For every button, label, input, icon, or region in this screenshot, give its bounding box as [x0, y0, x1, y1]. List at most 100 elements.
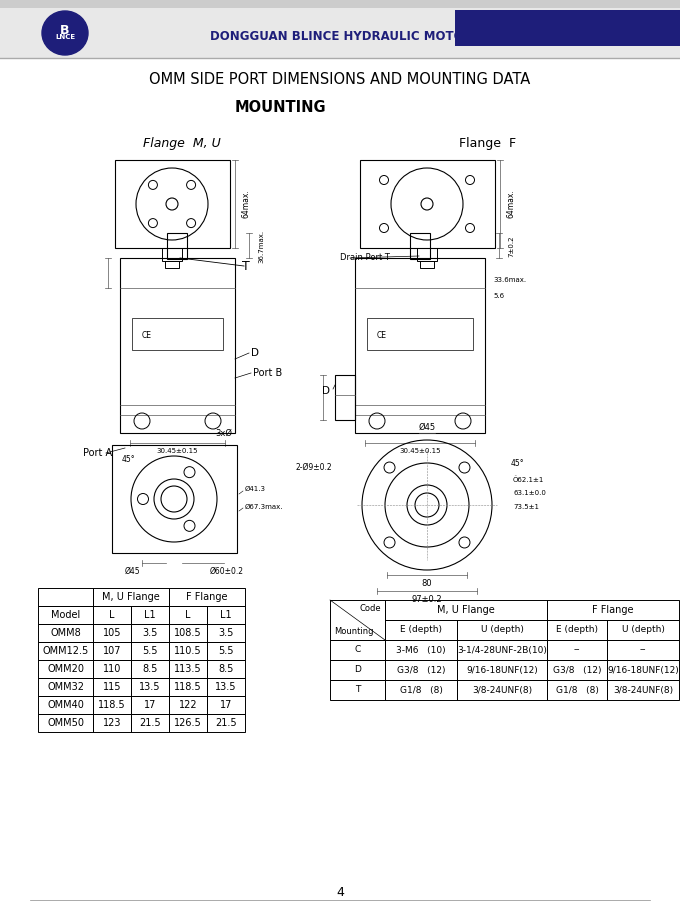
Text: D: D — [251, 348, 259, 358]
Bar — [207, 696, 245, 714]
Text: E (depth): E (depth) — [400, 626, 442, 635]
Text: 3/8-24UNF(8): 3/8-24UNF(8) — [472, 685, 532, 694]
Bar — [207, 606, 245, 624]
Bar — [420, 261, 434, 268]
Text: CE: CE — [377, 332, 387, 341]
Bar — [115, 160, 230, 248]
Bar — [457, 640, 547, 660]
Text: 110: 110 — [103, 664, 121, 674]
Text: C: C — [354, 646, 360, 655]
Text: 118.5: 118.5 — [98, 700, 126, 710]
Text: Mounting: Mounting — [334, 627, 373, 636]
Text: Flange  F: Flange F — [460, 136, 517, 149]
Bar — [93, 660, 131, 678]
Bar — [38, 642, 93, 660]
Bar — [169, 714, 207, 732]
Text: 36.7max.: 36.7max. — [258, 229, 264, 263]
Bar — [169, 588, 245, 606]
Text: 7±0.2: 7±0.2 — [508, 235, 514, 256]
Text: 3-1/4-28UNF-2B(10): 3-1/4-28UNF-2B(10) — [457, 646, 547, 655]
Bar — [607, 640, 679, 660]
Bar — [410, 233, 430, 259]
Text: 97±0.2: 97±0.2 — [411, 594, 442, 604]
Bar — [455, 10, 680, 46]
Text: Model: Model — [51, 610, 80, 620]
Text: 113.5: 113.5 — [174, 664, 202, 674]
Bar — [607, 620, 679, 640]
Text: --: -- — [574, 646, 580, 655]
Bar — [93, 588, 169, 606]
Text: OMM20: OMM20 — [47, 664, 84, 674]
Text: M, U Flange: M, U Flange — [102, 592, 160, 602]
Text: 17: 17 — [143, 700, 156, 710]
Bar — [169, 678, 207, 696]
Bar — [207, 678, 245, 696]
Text: Port B: Port B — [253, 368, 282, 378]
Text: B: B — [61, 24, 70, 37]
Text: Flange  M, U: Flange M, U — [143, 136, 221, 149]
Bar — [93, 696, 131, 714]
Text: G3/8   (12): G3/8 (12) — [396, 666, 445, 674]
Text: G1/8   (8): G1/8 (8) — [556, 685, 598, 694]
Bar — [547, 640, 607, 660]
Text: Ô62.1±1: Ô62.1±1 — [513, 476, 545, 484]
Text: DONGGUAN BLINCE HYDRAULIC MOTOR CO.,LTD: DONGGUAN BLINCE HYDRAULIC MOTOR CO.,LTD — [210, 29, 528, 42]
Text: OMM40: OMM40 — [47, 700, 84, 710]
Text: L: L — [185, 610, 191, 620]
Bar — [330, 600, 385, 640]
Text: LNCE: LNCE — [55, 34, 75, 40]
Text: 13.5: 13.5 — [216, 682, 237, 692]
Bar — [131, 714, 169, 732]
Text: Drain Port T: Drain Port T — [340, 254, 390, 263]
Text: 5.5: 5.5 — [142, 646, 158, 656]
Bar — [330, 660, 385, 680]
Bar — [167, 233, 187, 259]
Text: --: -- — [640, 646, 646, 655]
Ellipse shape — [42, 11, 88, 55]
Bar — [131, 642, 169, 660]
Text: 63.1±0.0: 63.1±0.0 — [513, 490, 546, 496]
Text: 5.6: 5.6 — [493, 293, 504, 299]
Text: D: D — [354, 666, 361, 674]
Bar — [169, 696, 207, 714]
Bar — [547, 680, 607, 700]
Text: 5.5: 5.5 — [218, 646, 234, 656]
Bar — [131, 624, 169, 642]
Text: Ø67.3max.: Ø67.3max. — [245, 504, 284, 510]
Text: 17: 17 — [220, 700, 232, 710]
Text: CE: CE — [142, 332, 152, 341]
Text: L1: L1 — [144, 610, 156, 620]
Text: 30.45±0.15: 30.45±0.15 — [156, 448, 198, 454]
Bar — [417, 248, 437, 261]
Bar — [0, 0, 680, 8]
Text: 8.5: 8.5 — [218, 664, 234, 674]
Bar — [207, 714, 245, 732]
Text: OMM12.5: OMM12.5 — [42, 646, 88, 656]
Text: 118.5: 118.5 — [174, 682, 202, 692]
Bar — [169, 642, 207, 660]
Text: Ø45: Ø45 — [418, 422, 436, 431]
Text: 64max.: 64max. — [241, 190, 250, 218]
Text: 9/16-18UNF(12): 9/16-18UNF(12) — [607, 666, 679, 674]
Bar — [93, 606, 131, 624]
Text: 3xØ: 3xØ — [215, 429, 232, 438]
Text: Ø60±0.2: Ø60±0.2 — [210, 566, 244, 575]
Bar — [131, 678, 169, 696]
Text: OMM8: OMM8 — [50, 628, 81, 638]
Bar — [207, 624, 245, 642]
Bar — [120, 258, 235, 433]
Text: OMM SIDE PORT DIMENSIONS AND MOUNTING DATA: OMM SIDE PORT DIMENSIONS AND MOUNTING DA… — [150, 72, 530, 88]
Text: 122: 122 — [179, 700, 197, 710]
Text: 45°: 45° — [511, 459, 525, 467]
Bar — [607, 680, 679, 700]
Text: D: D — [322, 386, 330, 396]
Bar — [335, 375, 355, 420]
Bar — [547, 600, 679, 620]
Bar — [207, 660, 245, 678]
Text: 105: 105 — [103, 628, 121, 638]
Bar — [131, 660, 169, 678]
Text: 45°: 45° — [122, 455, 135, 464]
Text: E (depth): E (depth) — [556, 626, 598, 635]
Bar — [131, 606, 169, 624]
Text: 3/8-24UNF(8): 3/8-24UNF(8) — [613, 685, 673, 694]
